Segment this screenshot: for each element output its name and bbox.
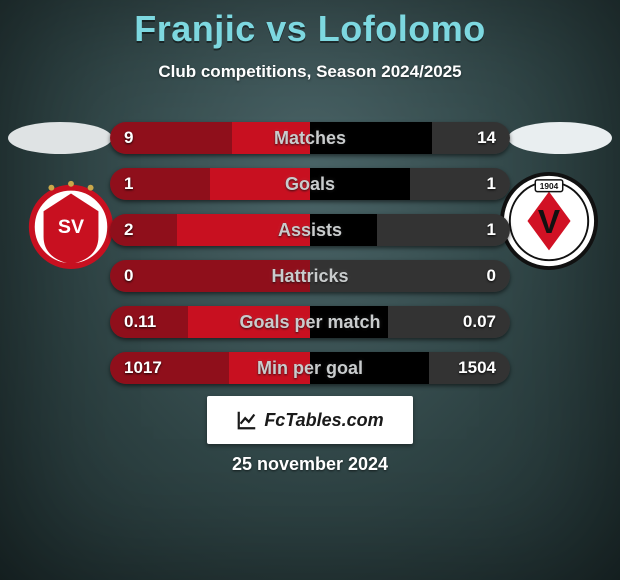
right-team-crest: V 1904 [500, 172, 598, 270]
stat-bar-right-fill [310, 168, 410, 200]
stat-value-left: 9 [124, 122, 133, 154]
chart-line-icon [236, 409, 258, 431]
stat-bar-left-fill [210, 168, 310, 200]
stat-bar-left-fill [177, 214, 310, 246]
stat-value-left: 1 [124, 168, 133, 200]
stat-value-right: 1 [487, 168, 496, 200]
stat-bar-right-fill [310, 306, 388, 338]
stat-bar-right-fill [310, 352, 429, 384]
stat-row: 0.110.07Goals per match [110, 306, 510, 338]
svg-text:V: V [538, 204, 560, 241]
stat-value-right: 1504 [458, 352, 496, 384]
stat-row: 10171504Min per goal [110, 352, 510, 384]
stat-bar-right-fill [310, 214, 377, 246]
svg-text:SV: SV [58, 216, 84, 238]
stat-value-left: 2 [124, 214, 133, 246]
stat-bar-right-fill [310, 122, 432, 154]
stat-bar-left-fill [229, 352, 310, 384]
crest-year: 1904 [540, 181, 559, 191]
stat-value-left: 0 [124, 260, 133, 292]
generated-date: 25 november 2024 [0, 454, 620, 475]
stat-value-right: 14 [477, 122, 496, 154]
stat-bar-left-fill [188, 306, 310, 338]
source-label: FcTables.com [264, 410, 383, 431]
right-player-photo-placeholder [508, 122, 612, 154]
stat-row: 21Assists [110, 214, 510, 246]
stat-value-left: 1017 [124, 352, 162, 384]
shield-icon: V 1904 [500, 172, 598, 270]
stat-value-right: 0 [487, 260, 496, 292]
left-team-crest: SV [22, 172, 120, 270]
stat-row: 914Matches [110, 122, 510, 154]
stat-bar-left-fill [232, 122, 310, 154]
left-player-photo-placeholder [8, 122, 112, 154]
stat-value-right: 0.07 [463, 306, 496, 338]
stat-value-left: 0.11 [124, 306, 156, 338]
page-title: Franjic vs Lofolomo [0, 8, 620, 50]
comparison-infographic: Franjic vs Lofolomo Club competitions, S… [0, 0, 620, 580]
stat-row: 00Hattricks [110, 260, 510, 292]
stat-row: 11Goals [110, 168, 510, 200]
source-badge: FcTables.com [207, 396, 413, 444]
stats-bar-group: 914Matches11Goals21Assists00Hattricks0.1… [110, 122, 510, 398]
subtitle: Club competitions, Season 2024/2025 [0, 62, 620, 82]
stat-value-right: 1 [487, 214, 496, 246]
shield-icon: SV [22, 172, 120, 270]
